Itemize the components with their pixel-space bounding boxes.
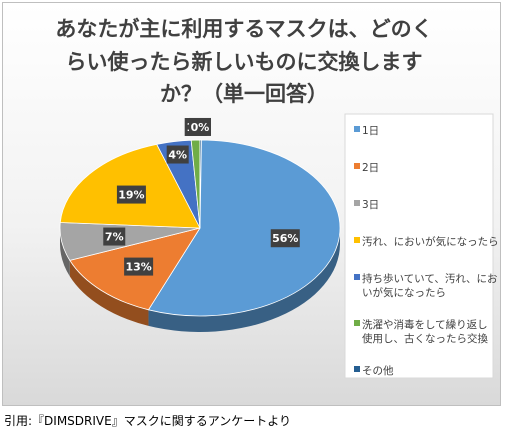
pie-slices: [59, 139, 341, 317]
pie-side-1: [148, 228, 340, 333]
pie-data-labels: 56%13%7%19%4%1%0%: [103, 117, 300, 276]
legend-label-3: 3日: [362, 199, 379, 211]
source-note: 引用:『DIMSDRIVE』マスクに関するアンケートより: [4, 414, 291, 428]
chart-title-line-1: あなたが主に利用するマスクは、どのく: [55, 17, 432, 41]
legend-label-5-line-1: 持ち歩いていて、汚れ、にお: [362, 272, 497, 285]
data-label-1: 56%: [272, 232, 298, 245]
data-label-bg-2: [124, 257, 154, 276]
data-label-bg-5: [166, 145, 189, 164]
legend-label-6-line-1: 洗濯や消毒をして繰り返し: [362, 318, 488, 331]
legend-swatch-4: [354, 237, 360, 243]
legend: 1日 2日 3日汚れ、においが気になったら持ち歩いていて、汚れ、においが気になったら…: [354, 125, 499, 377]
legend-swatch-2: [354, 163, 360, 169]
data-label-5: 4%: [168, 149, 187, 162]
legend-swatch-6: [354, 320, 360, 326]
legend-swatch-5: [354, 274, 360, 280]
chart-title-line-2: らい使ったら新しいものに交換します: [66, 50, 423, 74]
legend-label-5-line-2: いが気になったら: [362, 286, 446, 299]
chart-title: あなたが主に利用するマスクは、どのく らい使ったら新しいものに交換します か？（…: [55, 17, 432, 106]
data-label-7: 0%: [191, 121, 210, 134]
data-label-4: 19%: [118, 189, 144, 202]
legend-box: [344, 113, 494, 379]
pie-side-walls: [60, 228, 340, 333]
legend-label-6-line-2: 使用し、古くなったら交換: [362, 332, 488, 345]
pie-slice-7: [199, 139, 202, 229]
data-label-bg-3: [103, 227, 126, 246]
data-label-3: 7%: [105, 231, 124, 244]
legend-label-7: その他: [362, 364, 394, 377]
legend-label-4: 汚れ、においが気になったら: [362, 235, 499, 248]
chart-title-line-3: か？（単一回答）: [160, 82, 328, 106]
legend-swatch-7: [354, 366, 360, 372]
data-label-bg-4: [116, 185, 146, 204]
pie-slice-1: [148, 139, 341, 317]
legend-label-1: 1日: [362, 125, 379, 137]
data-label-bg-1: [270, 229, 300, 248]
data-label-bg-7: [189, 117, 211, 136]
legend-label-2: 2日: [362, 162, 379, 174]
pie-side-3: [60, 228, 70, 277]
legend-swatch-1: [354, 126, 360, 132]
legend-swatch-3: [354, 200, 360, 206]
pie-side-2: [69, 260, 149, 326]
data-label-2: 13%: [125, 261, 151, 274]
